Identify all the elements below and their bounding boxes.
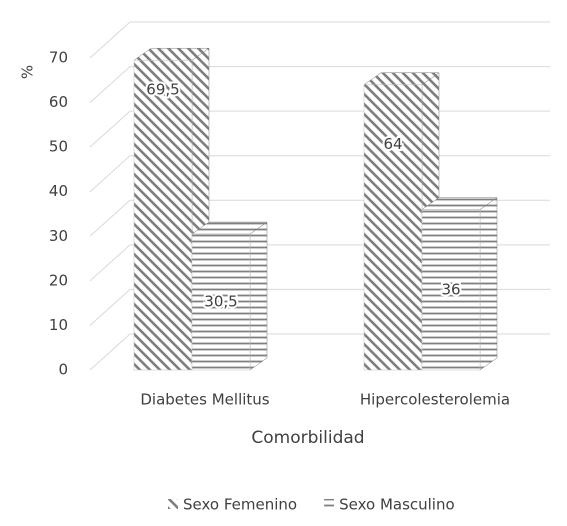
x-tick-label: Diabetes Mellitus [140, 391, 269, 409]
y-tick-label: 70 [49, 49, 68, 67]
y-tick-label: 0 [58, 361, 68, 379]
legend-label: Sexo Masculino [339, 496, 455, 514]
grid-line [89, 21, 550, 59]
y-tick-label: 30 [49, 227, 68, 245]
grid-line [89, 66, 550, 103]
x-axis-title: Comorbilidad [251, 428, 364, 448]
bar [133, 59, 193, 371]
y-tick-label: 50 [49, 138, 68, 156]
bar [421, 209, 481, 371]
y-tick-label: 60 [49, 93, 68, 111]
data-label: 69,5 [146, 81, 179, 99]
y-axis-title: % [19, 65, 37, 79]
legend-swatch [324, 499, 335, 509]
data-label: 36 [441, 280, 460, 298]
bar-side [249, 221, 268, 371]
y-tick-label: 40 [49, 182, 68, 200]
bar [191, 233, 251, 371]
legend-swatch [168, 499, 178, 509]
bar [363, 84, 423, 371]
y-tick-label: 20 [49, 271, 68, 289]
bar-side [479, 197, 498, 371]
x-tick-label: Hipercolesterolemia [360, 391, 510, 409]
legend-label: Sexo Femenino [183, 496, 297, 514]
data-label: 30,5 [204, 293, 237, 311]
y-tick-label: 10 [49, 316, 68, 334]
data-label: 64 [383, 135, 402, 153]
